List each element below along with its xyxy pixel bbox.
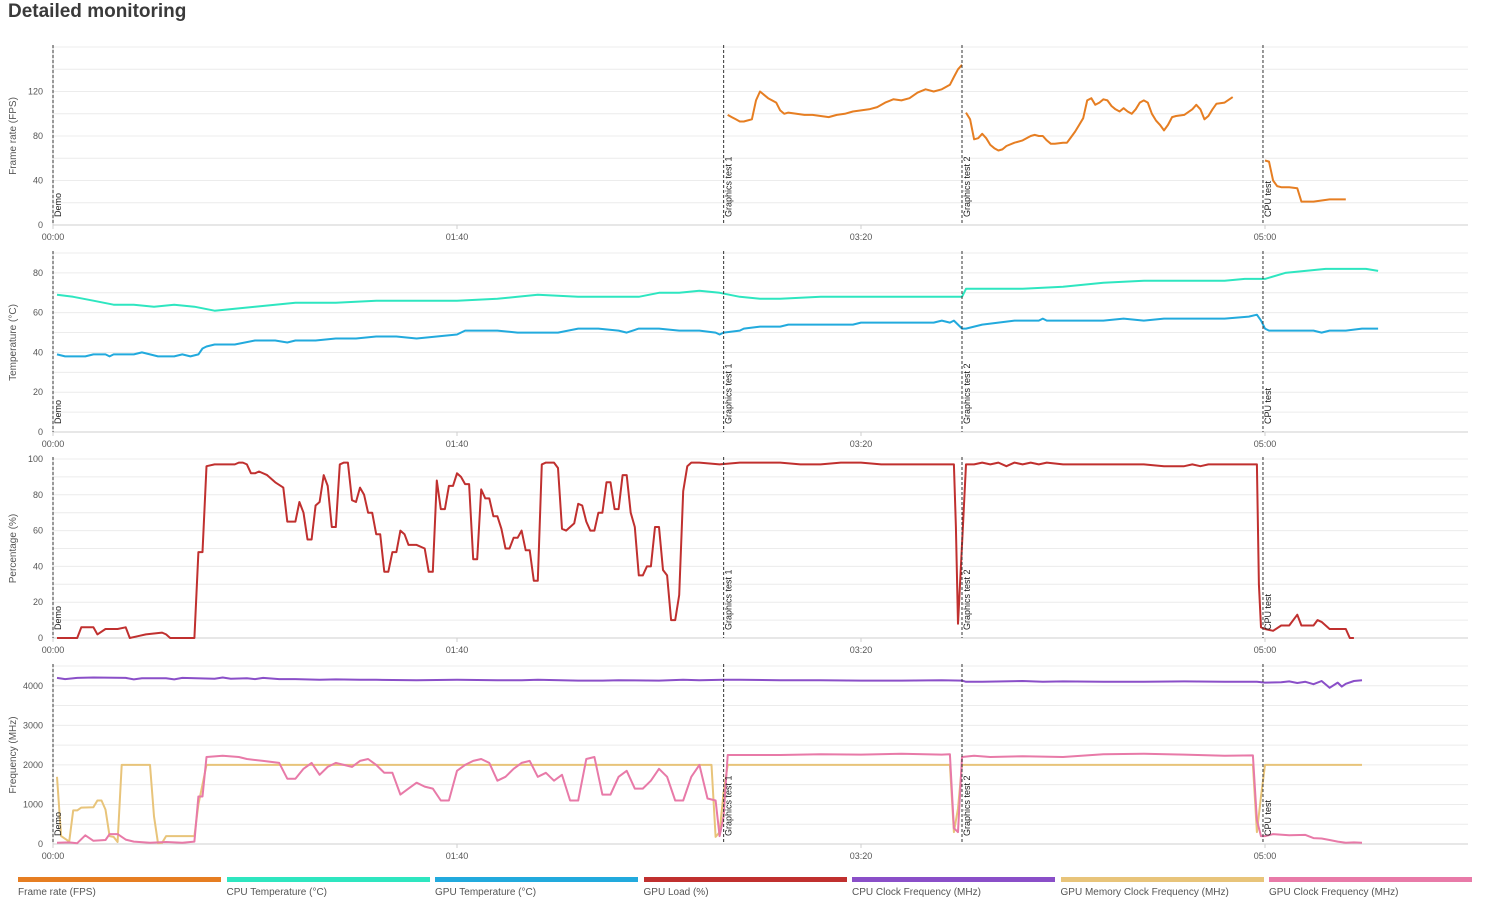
x-tick-label: 05:00 — [1254, 645, 1277, 655]
test-marker-label: Graphics test 2 — [962, 569, 972, 630]
legend-swatch — [852, 877, 1055, 882]
legend-swatch — [18, 877, 221, 882]
chart-panel-4: 0 1000 2000 3000 4000 00:00 01:40 03:20 05:00 Fre… — [8, 664, 1468, 861]
y-tick-label: 0 — [38, 633, 43, 643]
y-tick-label: 3000 — [23, 720, 43, 730]
test-marker-label: CPU test — [1263, 387, 1273, 424]
y-tick-label: 80 — [33, 131, 43, 141]
y-tick-label: 20 — [33, 387, 43, 397]
charts-canvas: 0 40 80 120 00:00 01:40 03:20 05:00 Frame rate (… — [8, 45, 1468, 861]
legend-swatch — [1060, 877, 1264, 882]
x-tick-label: 01:40 — [446, 645, 469, 655]
y-tick-label: 80 — [33, 268, 43, 278]
legend-label: CPU Clock Frequency (MHz) — [852, 887, 981, 898]
legend-label: Frame rate (FPS) — [18, 887, 96, 898]
test-marker-label: Graphics test 1 — [724, 569, 734, 630]
page-title: Detailed monitoring — [8, 1, 187, 22]
legend-label: GPU Memory Clock Frequency (MHz) — [1060, 887, 1229, 898]
y-tick-label: 4000 — [23, 681, 43, 691]
test-marker-label: Graphics test 1 — [724, 775, 734, 836]
test-marker-label: CPU test — [1263, 593, 1273, 630]
y-tick-label: 40 — [33, 347, 43, 357]
y-axis-title: Frame rate (FPS) — [8, 97, 19, 175]
x-tick-label: 03:20 — [850, 645, 873, 655]
x-tick-label: 01:40 — [446, 851, 469, 861]
legend-swatch — [435, 877, 638, 882]
test-marker-label: Graphics test 2 — [962, 363, 972, 424]
legend-label: GPU Load (%) — [643, 887, 709, 898]
series-line — [56, 763, 1362, 845]
y-tick-label: 120 — [28, 87, 43, 97]
y-tick-label: 40 — [33, 176, 43, 186]
test-marker-label: Graphics test 2 — [962, 156, 972, 217]
x-tick-label: 03:20 — [850, 851, 873, 861]
legend-swatch — [226, 877, 430, 882]
x-tick-label: 00:00 — [42, 645, 65, 655]
test-marker-label: Graphics test 1 — [724, 363, 734, 424]
series-line — [57, 461, 1354, 639]
x-tick-label: 01:40 — [446, 439, 469, 449]
series-line — [56, 313, 1379, 358]
test-marker-label: Demo — [53, 193, 63, 217]
legend-label: GPU Temperature (°C) — [435, 887, 537, 898]
y-tick-label: 1000 — [23, 799, 43, 809]
chart-panel-2: 0 20 40 60 80 00:00 01:40 03:20 05:00 Temperature… — [8, 251, 1468, 449]
test-marker-label: Graphics test 1 — [724, 156, 734, 217]
y-tick-label: 100 — [28, 454, 43, 464]
x-tick-label: 05:00 — [1254, 851, 1277, 861]
x-tick-label: 05:00 — [1254, 439, 1277, 449]
y-tick-label: 60 — [33, 526, 43, 536]
y-tick-label: 2000 — [23, 760, 43, 770]
test-marker-label: Demo — [53, 400, 63, 424]
test-marker-label: CPU test — [1263, 799, 1273, 836]
series-line — [56, 676, 1363, 689]
y-tick-label: 40 — [33, 561, 43, 571]
y-tick-label: 60 — [33, 308, 43, 318]
legend-item[interactable]: Frame rate (FPS) — [18, 877, 221, 903]
x-tick-label: 01:40 — [446, 232, 469, 242]
x-tick-label: 03:20 — [850, 232, 873, 242]
series-line — [727, 64, 963, 123]
x-tick-label: 05:00 — [1254, 232, 1277, 242]
x-tick-label: 03:20 — [850, 439, 873, 449]
test-marker-label: Demo — [53, 606, 63, 630]
x-tick-label: 00:00 — [42, 439, 65, 449]
y-tick-label: 20 — [33, 597, 43, 607]
x-tick-label: 00:00 — [42, 232, 65, 242]
x-tick-label: 00:00 — [42, 851, 65, 861]
y-axis-title: Percentage (%) — [8, 514, 19, 583]
legend-label: GPU Clock Frequency (MHz) — [1269, 887, 1399, 898]
test-marker-label: Demo — [53, 812, 63, 836]
series-line — [965, 96, 1234, 152]
test-marker-label: CPU test — [1263, 180, 1273, 217]
legend: Frame rate (FPS) CPU Temperature (°C) GPU … — [18, 877, 1478, 903]
legend-label: CPU Temperature (°C) — [226, 887, 328, 898]
legend-swatch — [1269, 877, 1472, 882]
chart-panel-1: 0 40 80 120 00:00 01:40 03:20 05:00 Frame rate (… — [8, 45, 1468, 242]
legend-item[interactable]: CPU Temperature (°C) — [226, 877, 430, 903]
legend-swatch — [643, 877, 847, 882]
legend-item[interactable]: GPU Temperature (°C) — [435, 877, 638, 903]
legend-item[interactable]: CPU Clock Frequency (MHz) — [852, 877, 1055, 903]
series-line — [56, 752, 1363, 845]
y-tick-label: 0 — [38, 220, 43, 230]
y-tick-label: 80 — [33, 490, 43, 500]
legend-item[interactable]: GPU Load (%) — [643, 877, 847, 903]
chart-panel-3: 0 20 40 60 80 100 00:00 01:40 03:20 05:00 Percenta… — [8, 454, 1468, 655]
series-line — [56, 267, 1379, 312]
y-axis-title: Frequency (MHz) — [8, 716, 19, 793]
y-tick-label: 0 — [38, 427, 43, 437]
series-line — [1264, 159, 1346, 203]
legend-item[interactable]: GPU Memory Clock Frequency (MHz) — [1060, 877, 1264, 903]
y-tick-label: 0 — [38, 839, 43, 849]
y-axis-title: Temperature (°C) — [8, 304, 19, 381]
test-marker-label: Graphics test 2 — [962, 775, 972, 836]
legend-item[interactable]: GPU Clock Frequency (MHz) — [1269, 877, 1472, 903]
